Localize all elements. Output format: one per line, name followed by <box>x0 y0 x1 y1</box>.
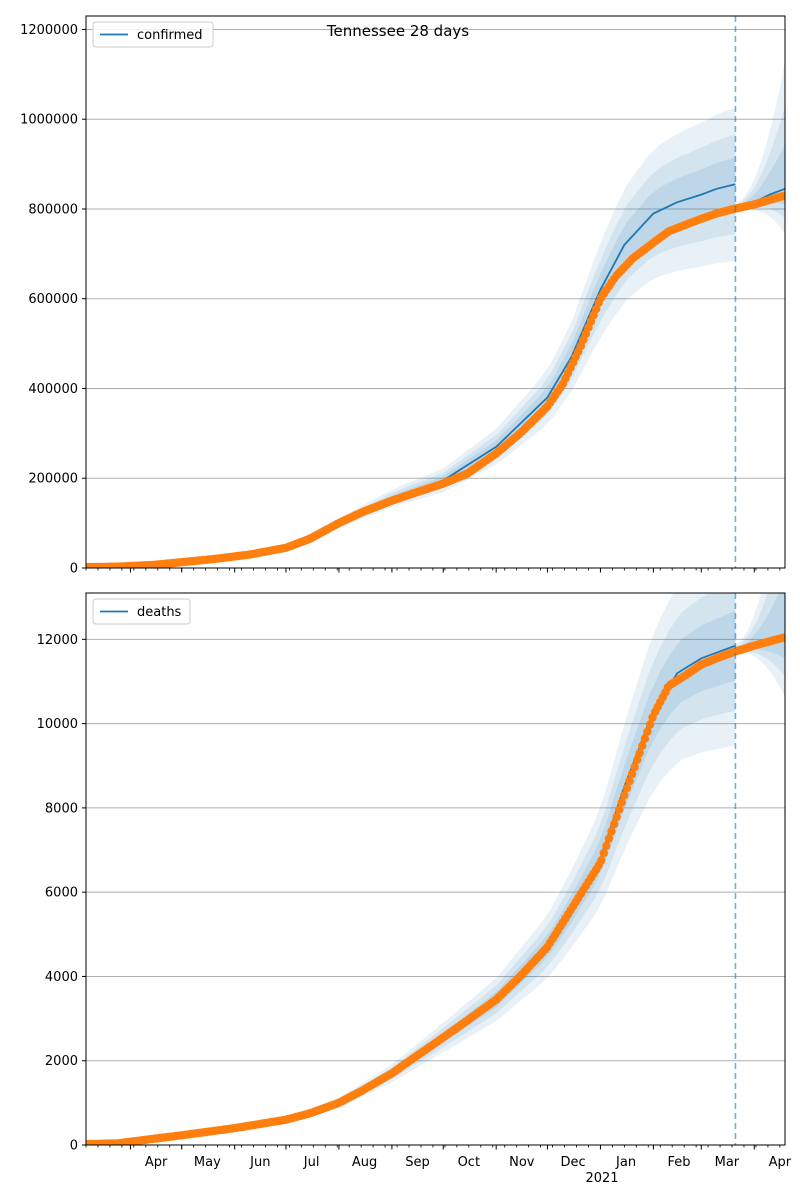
x-month-label: Jun <box>249 1155 270 1170</box>
deaths-forecast-band <box>735 593 785 677</box>
deaths-observed-point <box>604 834 614 843</box>
deaths-y-tick-label: 2000 <box>45 1054 78 1069</box>
x-month-label: May <box>194 1155 221 1170</box>
deaths-observed-point <box>607 827 616 836</box>
confirmed-forecast-band <box>735 106 785 218</box>
deaths-legend-box <box>92 598 191 625</box>
confirmed-plot-area <box>86 16 785 568</box>
deaths-observed-point <box>645 720 655 729</box>
deaths-observed-point <box>612 812 621 822</box>
deaths-band <box>86 593 736 1145</box>
confirmed-y-tick-label: 600000 <box>28 292 78 307</box>
confirmed-legend-label: confirmed <box>137 28 203 43</box>
x-month-label: Apr <box>769 1155 792 1170</box>
x-month-label: Aug <box>352 1155 377 1170</box>
confirmed-y-tick-label: 800000 <box>28 202 78 217</box>
deaths-y-tick-label: 6000 <box>45 886 78 901</box>
deaths-observed-point <box>617 798 626 807</box>
deaths-band <box>86 593 736 1145</box>
deaths-y-tick-label: 4000 <box>45 970 78 985</box>
deaths-observed-point <box>630 762 639 772</box>
deaths-legend: deaths <box>92 598 191 625</box>
deaths-observed-point <box>779 633 785 642</box>
deaths-band <box>86 610 736 1145</box>
deaths-observed-series <box>86 633 785 1145</box>
confirmed-legend: confirmed <box>92 21 214 48</box>
confirmed-y-tick-label: 0 <box>70 562 78 577</box>
x-month-label: Sep <box>405 1155 430 1170</box>
confirmed-y-tick-label: 200000 <box>28 472 78 487</box>
deaths-y-tick-label: 8000 <box>45 801 78 816</box>
x-month-label: Jan <box>615 1155 636 1170</box>
deaths-observed-point <box>633 755 642 765</box>
deaths-observed-point <box>640 734 650 743</box>
deaths-observed-point <box>602 841 611 850</box>
deaths-observed-point <box>635 748 644 758</box>
deaths-observed-point <box>599 848 608 858</box>
deaths-observed-point <box>597 856 606 865</box>
deaths-observed-point <box>625 776 634 786</box>
x-month-label: Dec <box>561 1155 586 1170</box>
confirmed-axes-frame <box>85 15 786 569</box>
x-month-label: Feb <box>668 1155 691 1170</box>
confirmed-legend-box <box>92 21 214 48</box>
x-month-label: Apr <box>145 1155 168 1170</box>
confirmed-y-tick-label: 1000000 <box>20 113 78 128</box>
deaths-y-tick-label: 0 <box>70 1139 78 1154</box>
confirmed-panel: 0 200000 400000 600000 800000 1000000 1200000 c… <box>20 15 786 577</box>
deaths-observed-point <box>609 820 619 829</box>
deaths-observed-point <box>622 784 632 793</box>
x-month-label: Oct <box>458 1155 480 1170</box>
deaths-y-tick-label: 10000 <box>37 717 78 732</box>
confirmed-observed-series <box>86 191 785 568</box>
confirmed-observed-point <box>779 191 785 201</box>
deaths-panel: 0 2000 4000 6000 8000 10000 12000 Apr May Jun Jul A… <box>37 592 792 1170</box>
deaths-y-tick-label: 12000 <box>37 633 78 648</box>
x-month-label: Jul <box>303 1155 320 1170</box>
figure-title: Tennessee 28 days <box>326 22 469 40</box>
deaths-observed-point <box>615 805 624 814</box>
confirmed-y-tick-label: 400000 <box>28 382 78 397</box>
confirmed-band <box>86 157 736 568</box>
confirmed-band <box>86 134 736 568</box>
x-month-label: Mar <box>715 1155 740 1170</box>
confirmed-y-tick-label: 1200000 <box>20 23 78 38</box>
year-label: 2021 <box>585 1171 618 1186</box>
deaths-observed-point <box>638 741 647 750</box>
deaths-observed-point <box>620 791 629 800</box>
deaths-legend-label: deaths <box>137 605 182 620</box>
confirmed-forecast-band <box>735 61 785 234</box>
deaths-observed-point <box>643 727 652 736</box>
x-month-label: Nov <box>509 1155 535 1170</box>
deaths-observed-point <box>627 769 637 779</box>
deaths-axes-frame <box>85 592 786 1146</box>
deaths-plot-area <box>86 593 785 1145</box>
confirmed-band <box>86 107 736 568</box>
